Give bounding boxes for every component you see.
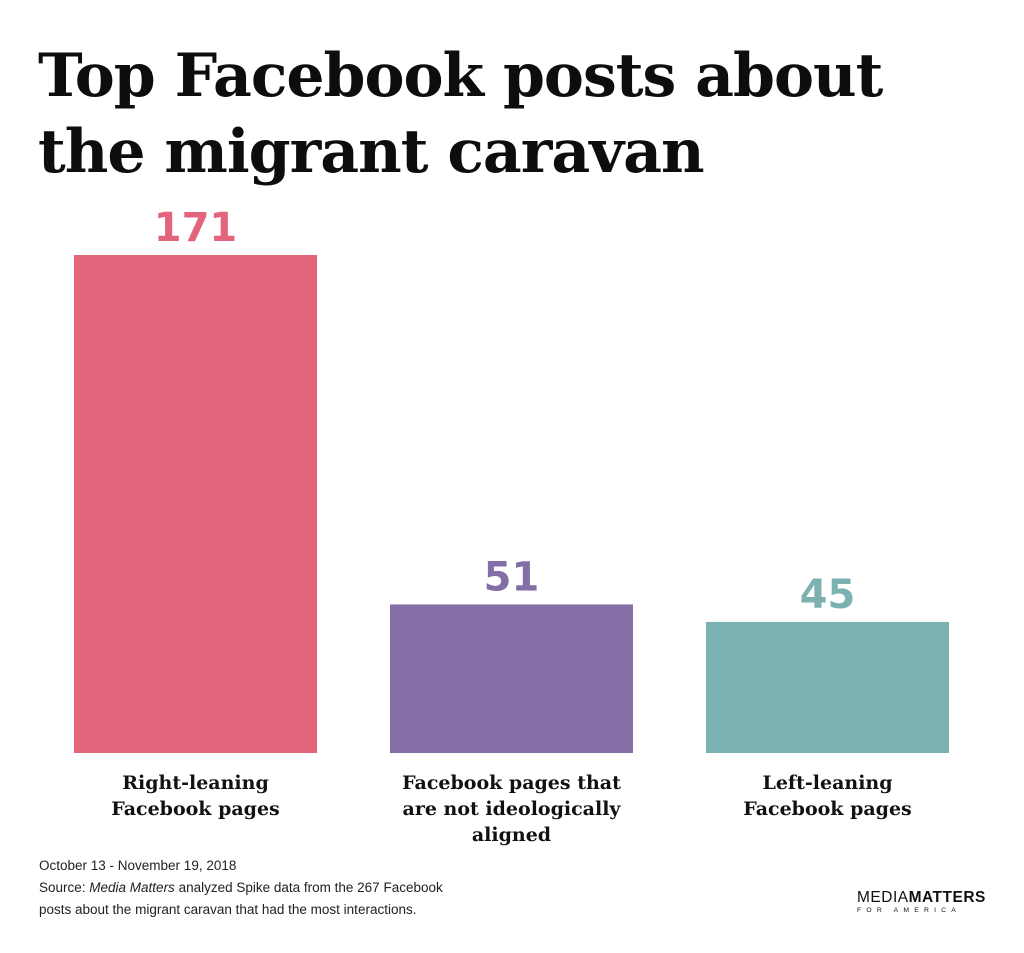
category-label-2: Facebook pages that are not ideologicall… <box>402 772 621 846</box>
category-label-1: Right-leaning Facebook pages <box>111 772 280 820</box>
chart-title-line-2: the migrant caravan <box>38 117 705 187</box>
source-line-1: Source: Media Matters analyzed Spike dat… <box>39 877 739 899</box>
chart-title-line-1: Top Facebook posts about <box>38 41 883 111</box>
logo-subtitle: FOR AMERICA <box>857 907 962 914</box>
source-line-2: posts about the migrant caravan that had… <box>39 902 417 917</box>
bar-3 <box>706 621 949 753</box>
source-name: Media Matters <box>89 880 175 895</box>
chart-title: Top Facebook posts about the migrant car… <box>38 38 938 190</box>
logo-part-2: MATTERS <box>908 889 986 906</box>
value-label-1: 171 <box>154 205 238 251</box>
logo-wordmark: MEDIAMATTERS <box>857 890 985 906</box>
date-range: October 13 - November 19, 2018 <box>39 858 237 873</box>
value-label-2: 51 <box>484 554 540 600</box>
value-label-3: 45 <box>800 572 856 618</box>
bar-chart: 171 51 45 <box>74 205 949 753</box>
category-label-3: Left-leaning Facebook pages <box>743 772 912 820</box>
source-prefix: Source: <box>39 880 90 895</box>
source-rest: analyzed Spike data from the 267 Faceboo… <box>174 880 443 895</box>
logo-part-1: MEDIA <box>857 889 909 906</box>
bar-1 <box>74 255 317 753</box>
chart-footer: October 13 - November 19, 2018 Source: M… <box>39 855 739 921</box>
bar-2 <box>390 604 633 753</box>
media-matters-logo: MEDIAMATTERS FOR AMERICA <box>857 890 985 915</box>
